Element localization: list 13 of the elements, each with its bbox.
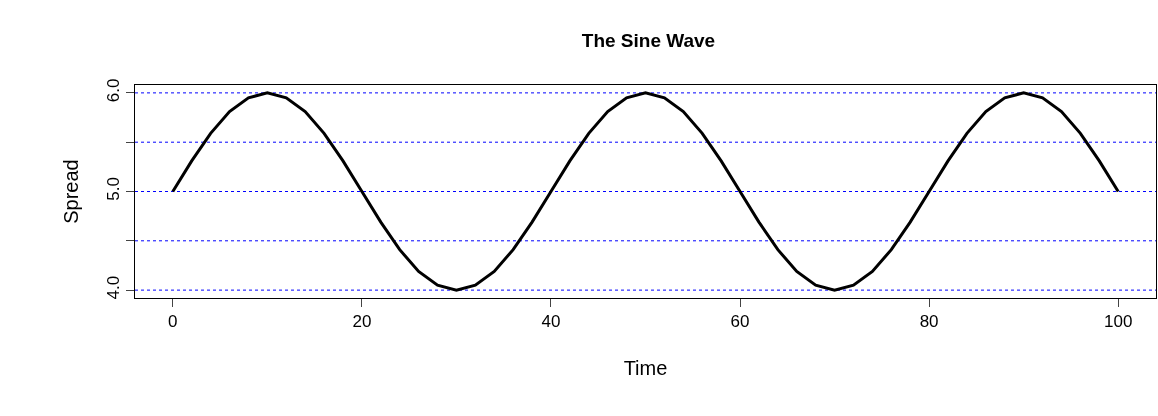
y-tick-label: 6.0 <box>104 78 124 103</box>
x-tick-label: 100 <box>1104 312 1133 332</box>
chart-title: The Sine Wave <box>581 29 716 51</box>
x-axis-title: Time <box>623 356 668 379</box>
x-tick-label: 60 <box>730 312 750 332</box>
x-tick-label: 20 <box>352 312 372 332</box>
line-series <box>171 91 1120 292</box>
x-tick-label: 40 <box>541 312 561 332</box>
x-tick-label: 80 <box>919 312 939 332</box>
x-tick-label: 0 <box>168 312 178 332</box>
y-tick-label: 5.0 <box>104 177 124 201</box>
y-axis-title: Spread <box>59 159 82 224</box>
y-tick-label: 4.0 <box>104 275 124 300</box>
